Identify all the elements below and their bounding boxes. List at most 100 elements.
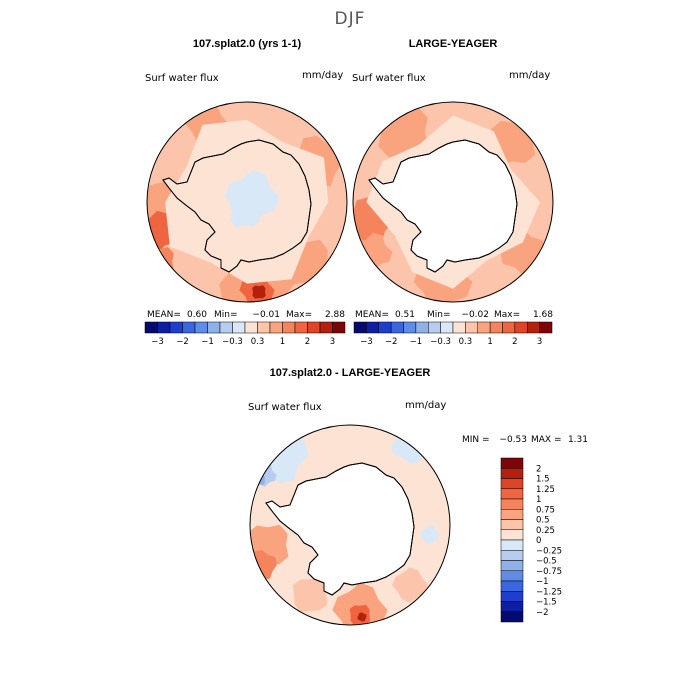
max-value: 1.68 [533,310,553,320]
colorbar-swatch [169,321,183,334]
panel-diff-variable: Surf water flux [248,402,322,413]
contour-region [292,577,328,613]
panel-obs-title: LARGE-YEAGER [409,38,498,50]
colorbar-diff: 21.51.2510.750.50.250−0.25−0.5−0.75−1−1.… [500,457,562,623]
mean-label: MEAN= [355,310,389,320]
mean-label: MEAN= [147,310,181,320]
colorbar-tick-label: 1 [487,337,492,347]
colorbar-tick-label: −0.25 [536,546,562,556]
colorbar-tick-label: −3 [151,337,164,347]
colorbar-swatch [144,321,158,334]
colorbar-tick-label: 0.75 [536,505,555,515]
mean-value: 0.51 [395,310,415,320]
colorbar-swatch [500,539,524,551]
map-border [249,424,451,626]
map-diff-field [250,425,450,625]
panel-obs: LARGE-YEAGER Surf water flux mm/day MEAN… [352,38,554,347]
colorbar-tick-label: 2 [536,464,541,474]
colorbar-swatch [500,601,524,612]
colorbar-swatch [428,321,441,334]
colorbar-swatch [415,321,429,334]
map-border [352,101,554,303]
colorbar-swatch [257,321,271,334]
panel-model-units: mm/day [302,70,343,81]
colorbar-swatch [269,321,283,334]
colorbar-swatch [500,611,524,623]
colorbar-tick-label: −1 [201,337,214,347]
colorbar-tick-label: −1.25 [536,587,562,597]
colorbar-tick-label: 1 [280,337,285,347]
colorbar-tick-label: 0.3 [251,337,265,347]
colorbar-swatch [500,509,524,520]
colorbar-swatch [500,529,524,541]
colorbar-swatch [207,321,221,334]
colorbar-tick-label: 3 [537,337,542,347]
colorbar-swatch [500,560,524,571]
contour-region [420,525,440,545]
colorbar-tick-label: −0.5 [536,557,557,567]
colorbar-tick-label: −1 [536,577,549,587]
colorbar-swatch [244,321,258,334]
antarctica-landmass [162,139,312,273]
colorbar-tick-label: −1 [410,337,423,347]
colorbar-swatch [282,321,296,334]
colorbar-tick-label: 2 [512,337,517,347]
min-value: −0.02 [461,310,489,320]
colorbar-swatch [500,570,524,582]
map-model-field [147,102,347,302]
max-label: Max= [494,310,520,320]
colorbar-tick-label: 0.25 [536,526,555,536]
contour-region [252,285,266,299]
colorbar-tick-label: −1.5 [536,598,557,608]
map-border [146,101,348,303]
panel-diff-title: 107.splat2.0 - LARGE-YEAGER [270,367,431,379]
panel-obs-stats: MEAN= 0.51 Min= −0.02 Max= 1.68 [355,310,553,320]
min-label: Min= [427,310,451,320]
colorbar-swatch [500,580,524,592]
colorbar-model: −3 −2 −1 −0.3 0.3 1 2 3 [144,321,346,347]
colorbar-swatch [477,321,491,334]
colorbar-swatch [366,321,379,334]
colorbar-tick-label: −2 [176,337,189,347]
panel-model-title: 107.splat2.0 (yrs 1-1) [193,38,302,50]
colorbar-swatch [502,321,516,334]
colorbar-swatch [500,488,524,500]
colorbar-tick-label: −3 [360,337,373,347]
panel-diff-units: mm/day [405,400,446,411]
panel-model: 107.splat2.0 (yrs 1-1) Surf water flux m… [144,38,348,347]
panel-model-stats: MEAN= 0.60 Min= −0.01 Max= 2.88 [147,310,345,320]
colorbar-tick-label: −2 [536,608,549,618]
colorbar-tick-label: −0.75 [536,567,562,577]
panel-obs-variable: Surf water flux [352,73,426,84]
contour-region [147,247,175,278]
colorbar-swatch [500,468,524,479]
colorbar-swatch [353,321,367,334]
colorbar-swatch [500,457,524,469]
colorbar-swatch [182,321,196,334]
max-label: MAX = [531,435,562,445]
colorbar-tick-label: 0 [536,536,541,546]
min-value: −0.53 [499,435,527,445]
panel-model-variable: Surf water flux [145,73,219,84]
colorbar-tick-label: −0.3 [222,337,243,347]
colorbar-tick-label: −0.3 [430,337,451,347]
colorbar-tick-label: 2 [305,337,310,347]
colorbar-swatch [514,321,528,334]
panel-obs-units: mm/day [509,70,550,81]
max-label: Max= [286,310,312,320]
colorbar-swatch [319,321,333,334]
colorbar-tick-label: 0.3 [459,337,473,347]
figure-title: DJF [335,9,366,29]
colorbar-swatch [378,321,392,334]
colorbar-swatch [452,321,466,334]
colorbar-tick-label: −2 [385,337,398,347]
contour-region [392,567,428,603]
colorbar-swatch [440,321,454,334]
panel-diff-stats: MIN = −0.53 MAX = 1.31 [462,435,588,445]
colorbar-swatch [489,321,503,334]
colorbar-swatch [232,321,246,334]
colorbar-swatch [219,321,233,334]
colorbar-swatch [500,498,524,510]
colorbar-swatch [527,321,540,334]
